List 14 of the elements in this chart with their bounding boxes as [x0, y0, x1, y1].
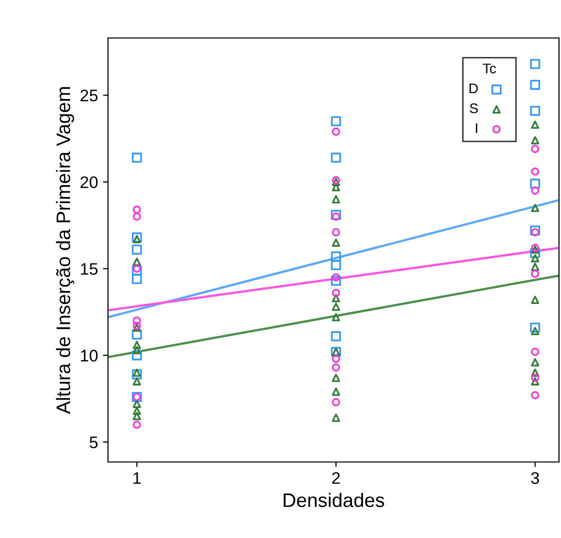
legend-label: I [476, 123, 478, 133]
legend-label: S [470, 103, 478, 114]
y-axis-title: Altura de Inserção da Primeira Vagem [56, 87, 74, 414]
x-tick-label: 2 [332, 472, 340, 484]
legend-label: D [470, 84, 478, 94]
legend-title: Tc [482, 64, 496, 74]
x-tick-label: 3 [531, 472, 540, 484]
y-tick-label: 25 [80, 90, 98, 102]
y-tick-label: 20 [80, 176, 98, 188]
y-tick-label: 15 [81, 263, 98, 275]
y-tick-label: 10 [81, 350, 98, 362]
x-tick-label: 1 [134, 472, 141, 484]
y-tick-label: 5 [90, 436, 98, 448]
x-axis-title: Densidades [284, 492, 384, 508]
